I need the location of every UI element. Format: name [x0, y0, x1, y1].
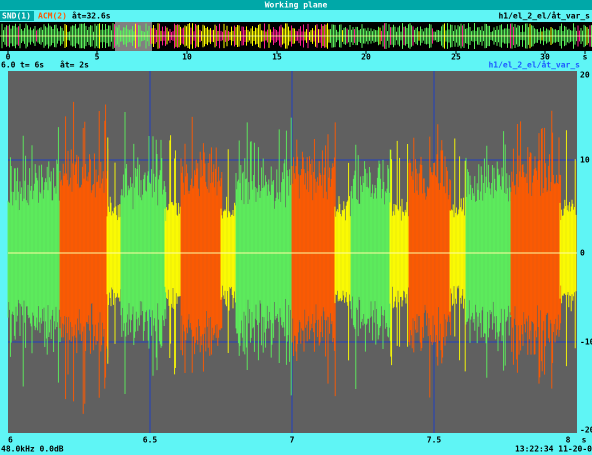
y-tick-label: -20 — [580, 426, 592, 435]
x-tick-label: s — [582, 436, 587, 445]
x-tick-label: 6 — [8, 436, 13, 445]
timestamp: 13:22:34 11-20-0 — [515, 445, 592, 454]
duration: åt=32.6s — [72, 11, 111, 21]
ruler-label: 5 — [95, 53, 100, 62]
channel-1[interactable]: SND(1) — [2, 12, 31, 21]
y-tick-label: -10 — [580, 338, 592, 347]
page: Working plane SND(1) ACM(2) åt=32.6s h1/… — [0, 0, 592, 455]
ruler-label: 25 — [451, 53, 461, 62]
y-tick-label: 0 — [580, 249, 585, 258]
file-name: h1/el_2_el/åt_var_s — [498, 11, 590, 21]
view-position: 6.0 — [1, 61, 16, 70]
view-span: åt= 2s — [60, 60, 89, 70]
app-window: Working plane SND(1) ACM(2) åt=32.6s h1/… — [0, 0, 592, 455]
x-tick-label: 6.5 — [143, 436, 158, 445]
channel-2[interactable]: ACM(2) — [38, 12, 67, 21]
x-tick-label: 7 — [290, 436, 295, 445]
ruler-label: 10 — [182, 53, 192, 62]
view-file: h1/el_2_el/åt_var_s — [488, 60, 580, 70]
sample-rate: 48.0kHz 0.0dB — [1, 445, 64, 454]
ruler-label: 20 — [361, 53, 371, 62]
y-tick-label: 10 — [580, 156, 590, 165]
x-tick-label: 7.5 — [427, 436, 442, 445]
ruler-label: s — [583, 53, 588, 62]
ruler-label: 15 — [272, 53, 282, 62]
view-time: t= 6s — [20, 61, 44, 70]
y-tick-label: 20 — [580, 71, 590, 80]
x-tick-label: 8 — [566, 436, 571, 445]
window-title: Working plane — [265, 0, 328, 10]
